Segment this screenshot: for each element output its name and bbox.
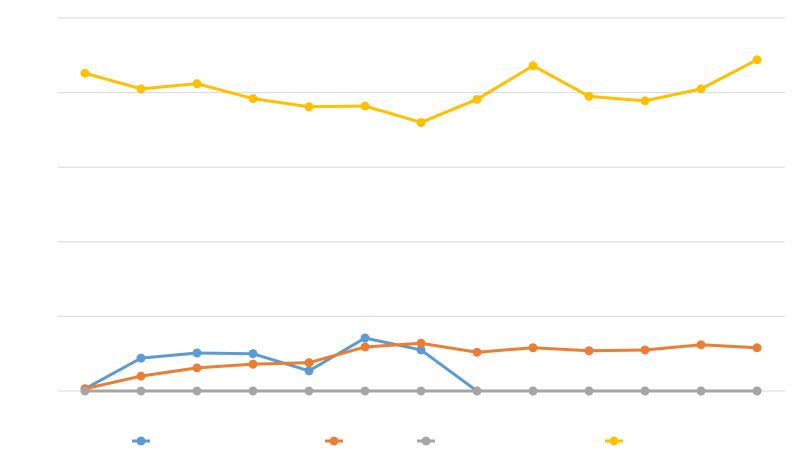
data-point <box>584 346 594 356</box>
data-point <box>416 338 426 348</box>
data-point <box>472 386 482 396</box>
data-point <box>360 386 370 396</box>
data-point <box>528 386 538 396</box>
data-point <box>640 386 650 396</box>
data-point <box>416 117 426 127</box>
legend-marker <box>136 436 146 446</box>
data-point <box>136 386 146 396</box>
data-point <box>136 84 146 94</box>
legend-marker <box>329 436 339 446</box>
series-line <box>84 58 758 124</box>
data-point <box>416 345 426 355</box>
data-point <box>752 343 762 353</box>
legend-marker <box>421 436 431 446</box>
data-point <box>304 102 314 112</box>
data-point <box>304 386 314 396</box>
data-point <box>528 61 538 71</box>
data-point <box>360 333 370 343</box>
data-point <box>640 345 650 355</box>
data-point <box>136 371 146 381</box>
data-point <box>192 348 202 358</box>
data-point <box>640 96 650 106</box>
data-point <box>416 386 426 396</box>
data-point <box>752 386 762 396</box>
data-point <box>304 366 314 376</box>
data-point <box>248 349 258 359</box>
data-point <box>696 386 706 396</box>
data-point <box>472 347 482 357</box>
data-point <box>248 94 258 104</box>
data-point <box>360 101 370 111</box>
data-point <box>304 358 314 368</box>
legend-marker <box>609 436 619 446</box>
data-point <box>360 342 370 352</box>
data-point <box>528 343 538 353</box>
data-point <box>472 94 482 104</box>
data-point <box>80 386 90 396</box>
data-point <box>696 84 706 94</box>
data-point <box>192 363 202 373</box>
data-point <box>80 68 90 78</box>
data-point <box>584 386 594 396</box>
data-point <box>752 55 762 65</box>
data-point <box>696 340 706 350</box>
data-point <box>192 79 202 89</box>
data-point <box>192 386 202 396</box>
data-point <box>136 353 146 363</box>
data-point <box>248 359 258 369</box>
data-point <box>584 91 594 101</box>
data-point <box>248 386 258 396</box>
